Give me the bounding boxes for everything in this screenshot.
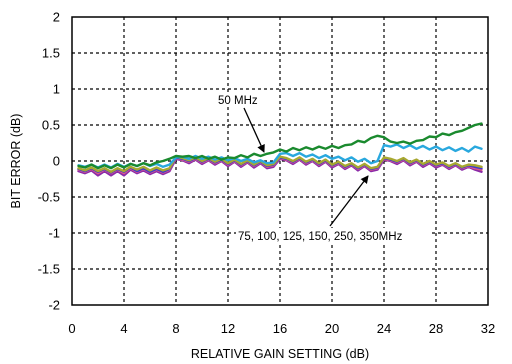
series-line-1 <box>77 122 483 170</box>
x-tick-label: 28 <box>429 321 443 336</box>
y-tick-labels: 2 1.5 1 0.5 0 -0.5 -1 -1.5 -2 <box>38 10 60 313</box>
y-tick-label: -2 <box>48 298 60 313</box>
x-tick-label: 8 <box>172 321 179 336</box>
y-tick-label: 2 <box>53 10 60 25</box>
x-tick-label: 24 <box>377 321 391 336</box>
annotations: 50 MHz 75, 100, 125, 150, 250, 350MHz <box>215 92 430 243</box>
series-group <box>77 122 483 177</box>
plot-frame <box>71 16 489 306</box>
annotation-others-label: 75, 100, 125, 150, 250, 350MHz <box>238 231 403 243</box>
y-tick-label: -1 <box>48 226 60 241</box>
x-tick-label: 0 <box>68 321 75 336</box>
y-tick-label: -1.5 <box>38 262 60 277</box>
x-axis-title: RELATIVE GAIN SETTING (dB) <box>191 347 369 361</box>
y-tick-label: 0 <box>53 154 60 169</box>
series-line-3 <box>77 155 483 174</box>
x-tick-label: 4 <box>120 321 127 336</box>
annotation-others-bg <box>236 228 430 243</box>
grid <box>72 17 488 305</box>
y-tick-label: 1.5 <box>42 46 60 61</box>
x-tick-labels: 0 4 8 12 16 20 24 28 32 <box>68 321 495 336</box>
annotation-50mhz-label: 50 MHz <box>218 95 258 107</box>
annotation-others-arrow <box>329 175 369 227</box>
y-axis-title: BIT ERROR (dB) <box>9 114 23 209</box>
x-tick-label: 16 <box>273 321 287 336</box>
annotation-50mhz-arrow <box>243 107 265 153</box>
x-tick-label: 20 <box>325 321 339 336</box>
x-tick-label: 32 <box>481 321 495 336</box>
y-tick-label: 0.5 <box>42 118 60 133</box>
y-tick-label: 1 <box>53 82 60 97</box>
annotation-50mhz-bg <box>215 92 271 107</box>
x-tick-label: 12 <box>221 321 235 336</box>
y-tick-label: -0.5 <box>38 190 60 205</box>
